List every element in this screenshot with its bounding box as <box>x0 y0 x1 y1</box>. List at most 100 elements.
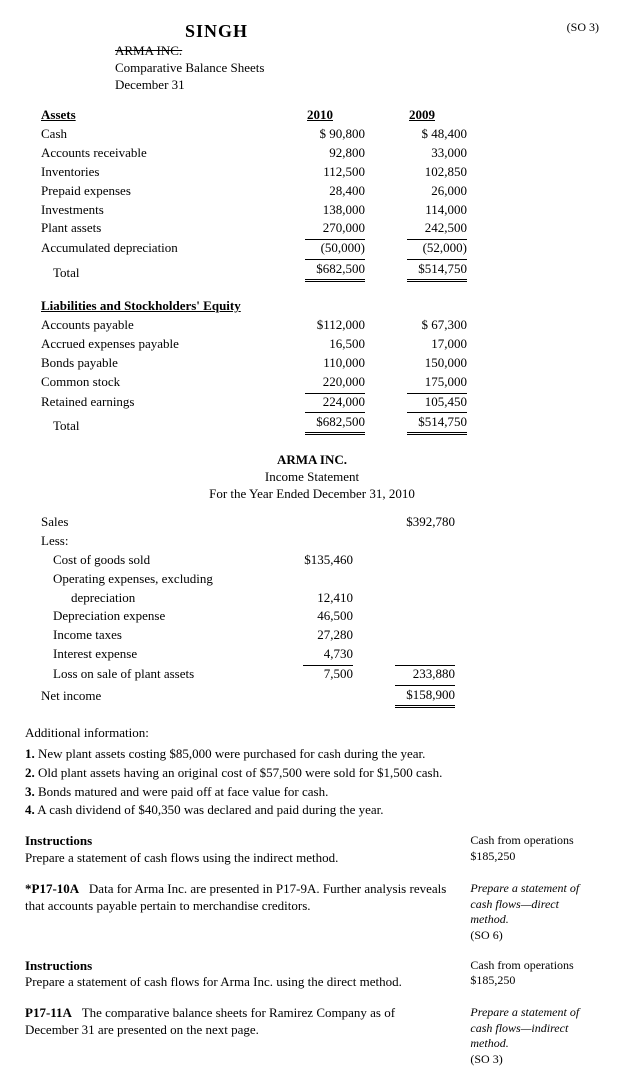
cell: 92,800 <box>269 144 371 163</box>
cell: 150,000 <box>371 354 473 373</box>
top-row: SINGH ARMA INC. Comparative Balance Shee… <box>25 20 599 106</box>
row-label: Inventories <box>35 163 269 182</box>
cell: 242,500 <box>371 219 473 238</box>
cell: 12,410 <box>257 589 359 608</box>
row-label: Operating expenses, excluding <box>35 570 257 589</box>
cell: 114,000 <box>371 201 473 220</box>
cell: (52,000) <box>371 238 473 258</box>
instructions-body: Prepare a statement of cash flows using … <box>25 850 450 867</box>
row-label: Investments <box>35 201 269 220</box>
cell: $ 90,800 <box>269 125 371 144</box>
instructions-body: Prepare a statement of cash flows for Ar… <box>25 974 450 991</box>
cell: 270,000 <box>269 219 371 238</box>
company-strike: ARMA INC. <box>115 43 182 58</box>
assets-header: Assets <box>41 107 76 122</box>
cell: $682,500 <box>269 258 371 283</box>
handwritten-name: SINGH <box>185 20 264 43</box>
instructions-header: Instructions <box>25 958 450 975</box>
side-note: Cash from operations <box>470 833 599 849</box>
income-period: For the Year Ended December 31, 2010 <box>25 486 599 503</box>
side-note: Cash from operations <box>470 958 599 974</box>
cell: 7,500 <box>257 664 359 684</box>
cell: 46,500 <box>257 607 359 626</box>
addl-list: 1. New plant assets costing $85,000 were… <box>25 746 599 820</box>
row-label: Accrued expenses payable <box>35 335 269 354</box>
row-label: Net income <box>35 684 257 709</box>
row-label: Common stock <box>35 373 269 392</box>
row-label: Retained earnings <box>35 392 269 412</box>
cell: 105,450 <box>371 392 473 412</box>
side-note: Prepare a statement of cash flows—indire… <box>470 1005 599 1052</box>
cell: $392,780 <box>359 513 461 532</box>
list-item: 4. A cash dividend of $40,350 was declar… <box>25 802 599 819</box>
row-label: Interest expense <box>35 645 257 664</box>
row-label: Total <box>35 258 269 283</box>
cell: 28,400 <box>269 182 371 201</box>
addl-header: Additional information: <box>25 725 599 742</box>
cell: $112,000 <box>269 316 371 335</box>
list-item: 3. Bonds matured and were paid off at fa… <box>25 784 599 801</box>
row-label: Accounts payable <box>35 316 269 335</box>
problem-number: *P17-10A <box>25 881 79 896</box>
cell: (50,000) <box>269 238 371 258</box>
balance-sheet-assets: Assets 2010 2009 Cash$ 90,800$ 48,400 Ac… <box>35 106 473 283</box>
cell: 17,000 <box>371 335 473 354</box>
problem-number: P17-11A <box>25 1005 72 1020</box>
cell: $ 67,300 <box>371 316 473 335</box>
cell: 27,280 <box>257 626 359 645</box>
cell: 112,500 <box>269 163 371 182</box>
col-2009: 2009 <box>371 106 473 125</box>
so-tag: (SO 3) <box>567 20 599 36</box>
row-label: Cash <box>35 125 269 144</box>
income-company: ARMA INC. <box>25 452 599 469</box>
cell: 233,880 <box>359 664 461 684</box>
cell: 26,000 <box>371 182 473 201</box>
problem-body: Data for Arma Inc. are presented in P17-… <box>25 881 446 913</box>
row-label: Prepaid expenses <box>35 182 269 201</box>
row-label: Sales <box>35 513 257 532</box>
additional-info: Additional information: 1. New plant ass… <box>25 725 599 819</box>
cell: 175,000 <box>371 373 473 392</box>
cell: 138,000 <box>269 201 371 220</box>
row-label: Less: <box>35 532 257 551</box>
subtitle: Comparative Balance Sheets <box>115 60 264 77</box>
instructions-2-row: Instructions Prepare a statement of cash… <box>25 958 599 992</box>
side-note-value: $185,250 <box>470 849 599 865</box>
side-note: Prepare a statement of cash flows—direct… <box>470 881 599 928</box>
row-label: Depreciation expense <box>35 607 257 626</box>
list-item: 1. New plant assets costing $85,000 were… <box>25 746 599 763</box>
instructions-1-row: Instructions Prepare a statement of cash… <box>25 833 599 867</box>
row-label: depreciation <box>35 589 257 608</box>
cell: $158,900 <box>359 684 461 709</box>
cell: 16,500 <box>269 335 371 354</box>
cell: 4,730 <box>257 645 359 664</box>
income-header: ARMA INC. Income Statement For the Year … <box>25 452 599 503</box>
row-label: Accounts receivable <box>35 144 269 163</box>
balance-sheet-liabilities: Liabilities and Stockholders' Equity Acc… <box>35 297 473 436</box>
income-statement: Sales$392,780 Less: Cost of goods sold$1… <box>35 513 461 709</box>
problem-body: The comparative balance sheets for Ramir… <box>25 1005 395 1037</box>
cell: $514,750 <box>371 411 473 436</box>
cell: 110,000 <box>269 354 371 373</box>
row-label: Cost of goods sold <box>35 551 257 570</box>
date: December 31 <box>115 77 264 94</box>
cell: $135,460 <box>257 551 359 570</box>
cell: 33,000 <box>371 144 473 163</box>
cell: 224,000 <box>269 392 371 412</box>
cell: $ 48,400 <box>371 125 473 144</box>
row-label: Accumulated depreciation <box>35 238 269 258</box>
p17-11a-row: P17-11A The comparative balance sheets f… <box>25 1005 599 1067</box>
row-label: Total <box>35 411 269 436</box>
side-note-so: (SO 6) <box>470 928 599 944</box>
instructions-header: Instructions <box>25 833 450 850</box>
list-item: 2. Old plant assets having an original c… <box>25 765 599 782</box>
side-note-so: (SO 3) <box>470 1052 599 1068</box>
cell: 220,000 <box>269 373 371 392</box>
side-note-value: $185,250 <box>470 973 599 989</box>
liab-header: Liabilities and Stockholders' Equity <box>41 298 241 313</box>
row-label: Loss on sale of plant assets <box>35 664 257 684</box>
p17-10a-row: *P17-10A Data for Arma Inc. are presente… <box>25 881 599 943</box>
row-label: Income taxes <box>35 626 257 645</box>
company-name: ARMA INC. <box>115 43 264 60</box>
row-label: Plant assets <box>35 219 269 238</box>
